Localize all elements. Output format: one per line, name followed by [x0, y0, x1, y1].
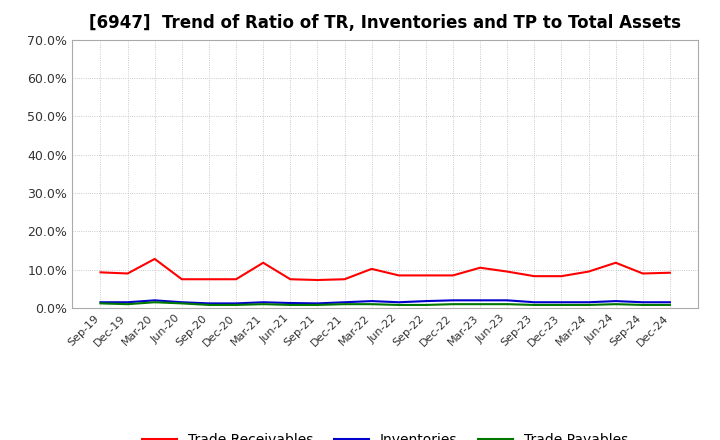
Trade Receivables	[665, 270, 674, 275]
Trade Receivables	[96, 270, 105, 275]
Trade Payables	[232, 302, 240, 308]
Inventories	[476, 298, 485, 303]
Trade Receivables	[530, 274, 539, 279]
Line: Inventories: Inventories	[101, 301, 670, 304]
Trade Receivables	[639, 271, 647, 276]
Inventories	[204, 301, 213, 306]
Trade Receivables	[367, 266, 376, 271]
Trade Receivables	[313, 277, 322, 282]
Trade Receivables	[341, 277, 349, 282]
Trade Payables	[367, 301, 376, 307]
Trade Receivables	[584, 269, 593, 274]
Inventories	[96, 300, 105, 305]
Inventories	[449, 298, 457, 303]
Trade Payables	[150, 300, 159, 305]
Trade Receivables	[259, 260, 268, 265]
Trade Payables	[286, 302, 294, 308]
Inventories	[530, 300, 539, 305]
Line: Trade Payables: Trade Payables	[101, 302, 670, 305]
Trade Receivables	[123, 271, 132, 276]
Inventories	[665, 300, 674, 305]
Trade Payables	[341, 301, 349, 307]
Inventories	[367, 298, 376, 304]
Trade Receivables	[395, 273, 403, 278]
Trade Receivables	[150, 256, 159, 261]
Trade Receivables	[611, 260, 620, 265]
Trade Receivables	[503, 269, 511, 274]
Trade Payables	[96, 301, 105, 306]
Trade Payables	[557, 302, 566, 308]
Trade Receivables	[421, 273, 430, 278]
Trade Receivables	[476, 265, 485, 270]
Trade Receivables	[232, 277, 240, 282]
Trade Payables	[204, 302, 213, 308]
Inventories	[503, 298, 511, 303]
Trade Payables	[584, 302, 593, 308]
Inventories	[178, 300, 186, 305]
Trade Receivables	[178, 277, 186, 282]
Inventories	[584, 300, 593, 305]
Trade Payables	[530, 302, 539, 308]
Inventories	[232, 301, 240, 306]
Trade Payables	[421, 302, 430, 308]
Trade Payables	[503, 301, 511, 307]
Trade Payables	[449, 301, 457, 307]
Inventories	[341, 300, 349, 305]
Inventories	[259, 300, 268, 305]
Inventories	[395, 300, 403, 305]
Trade Receivables	[204, 277, 213, 282]
Trade Receivables	[449, 273, 457, 278]
Inventories	[557, 300, 566, 305]
Trade Receivables	[286, 277, 294, 282]
Inventories	[286, 301, 294, 306]
Inventories	[421, 298, 430, 304]
Trade Payables	[611, 301, 620, 307]
Trade Payables	[395, 302, 403, 308]
Trade Payables	[313, 302, 322, 308]
Title: [6947]  Trend of Ratio of TR, Inventories and TP to Total Assets: [6947] Trend of Ratio of TR, Inventories…	[89, 15, 681, 33]
Trade Payables	[476, 301, 485, 307]
Trade Payables	[123, 301, 132, 307]
Inventories	[150, 298, 159, 303]
Inventories	[611, 298, 620, 304]
Line: Trade Receivables: Trade Receivables	[101, 259, 670, 280]
Legend: Trade Receivables, Inventories, Trade Payables: Trade Receivables, Inventories, Trade Pa…	[137, 428, 634, 440]
Trade Receivables	[557, 274, 566, 279]
Trade Payables	[178, 301, 186, 306]
Trade Payables	[259, 301, 268, 307]
Inventories	[123, 300, 132, 305]
Inventories	[313, 301, 322, 306]
Inventories	[639, 300, 647, 305]
Trade Payables	[639, 302, 647, 308]
Trade Payables	[665, 302, 674, 308]
